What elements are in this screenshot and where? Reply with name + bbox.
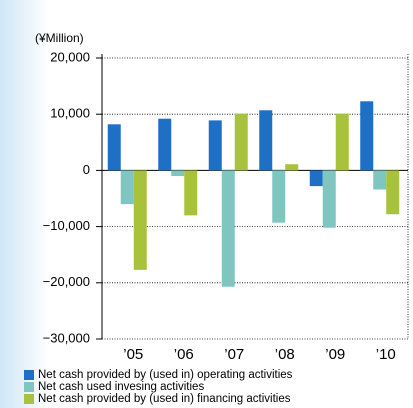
bar <box>272 170 286 223</box>
legend-label: Net cash provided by (used in) financing… <box>38 393 291 405</box>
legend-label: Net cash provided by (used in) operating… <box>38 369 293 381</box>
x-tick-label: ’05 <box>123 346 143 363</box>
y-tick-label: 0 <box>83 162 90 177</box>
bar <box>133 170 147 270</box>
bar <box>259 110 273 171</box>
bar <box>184 170 198 216</box>
x-tick-label: ’07 <box>224 346 244 363</box>
bar <box>285 164 299 171</box>
legend-swatch <box>24 370 34 380</box>
bar <box>373 170 387 190</box>
bar <box>171 170 185 177</box>
y-axis-label: (¥Million) <box>35 31 84 45</box>
x-tick-label: ’06 <box>174 346 194 363</box>
legend-label: Net cash used invesing activities <box>38 381 204 393</box>
bar <box>309 170 323 187</box>
bar <box>335 113 349 171</box>
y-tick-label: 10,000 <box>50 106 90 121</box>
bar <box>221 170 235 287</box>
bar <box>322 170 336 228</box>
y-tick-label: 20,000 <box>50 49 90 64</box>
bar <box>208 120 222 171</box>
bar <box>360 101 374 171</box>
legend-swatch <box>24 394 34 404</box>
bar <box>386 170 400 215</box>
bar <box>107 124 121 171</box>
bar <box>158 118 172 171</box>
bar <box>234 113 248 171</box>
y-tick-label: −10,000 <box>43 218 90 233</box>
bar <box>120 170 134 205</box>
x-tick-label: ’08 <box>275 346 295 363</box>
legend-swatch <box>24 382 34 392</box>
x-tick-label: ’10 <box>376 346 396 363</box>
y-tick-label: −20,000 <box>43 274 90 289</box>
x-tick-label: ’09 <box>325 346 345 363</box>
y-tick-label: −30,000 <box>43 330 90 345</box>
